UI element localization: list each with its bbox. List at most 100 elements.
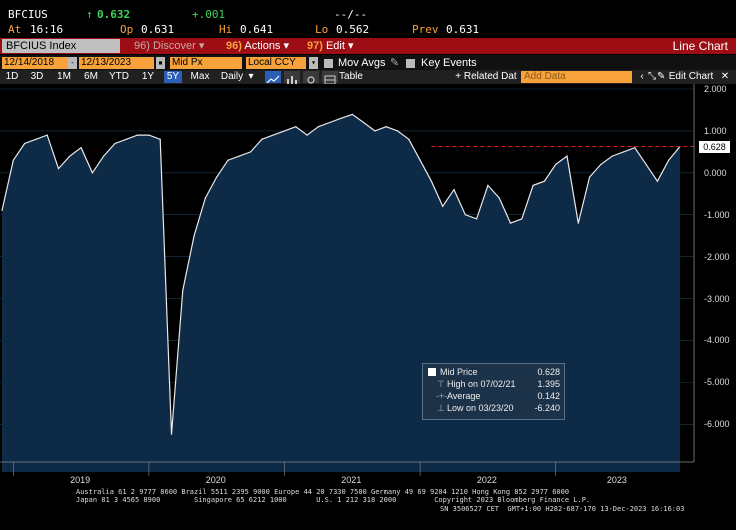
period-max[interactable]: Max <box>190 71 210 82</box>
data-point <box>385 126 387 128</box>
data-point <box>103 155 105 157</box>
table-button[interactable]: Table <box>339 71 363 82</box>
bar-chart-icon[interactable] <box>284 71 300 85</box>
start-date-field[interactable]: 12/14/2018 <box>2 57 68 69</box>
chart-legend[interactable]: Mid Price 0.628 ⊤ High on 07/02/21 1.395… <box>422 363 565 420</box>
data-point <box>272 134 274 136</box>
data-point <box>464 214 466 216</box>
actions-button[interactable]: 96) Actions ▾ <box>226 39 289 53</box>
discover-button[interactable]: 96) Discover ▾ <box>134 39 204 53</box>
key-events-checkbox[interactable] <box>406 59 415 68</box>
chevron-down-icon[interactable]: ▾ <box>309 57 318 69</box>
add-data-input[interactable]: Add Data <box>521 71 632 83</box>
data-point <box>250 151 252 153</box>
data-point <box>487 184 489 186</box>
data-point <box>329 121 331 124</box>
last-price: 0.632 <box>97 8 131 21</box>
data-point <box>306 134 308 136</box>
y-tick-label: -3.000 <box>704 293 730 304</box>
data-point <box>35 138 37 140</box>
field-select[interactable]: Mid Px <box>170 57 242 69</box>
legend-average-label: Average <box>447 391 481 401</box>
collapse-icon[interactable]: ⤡ <box>648 71 656 82</box>
high-label: Hi <box>219 23 233 36</box>
chevron-down-icon: ▾ <box>198 40 205 52</box>
related-data-button[interactable]: + Related Dat <box>455 71 517 82</box>
data-point <box>261 138 263 140</box>
legend-low-label: Low on 03/23/20 <box>447 403 514 413</box>
data-point <box>498 197 500 199</box>
end-date-field[interactable]: 12/13/2023 <box>79 57 154 69</box>
line-chart-icon[interactable] <box>265 71 281 84</box>
pencil-icon[interactable]: ✎ <box>390 57 400 69</box>
data-point <box>408 138 410 140</box>
y-tick-label: -1.000 <box>704 209 730 220</box>
chevron-left-icon[interactable]: ‹ <box>640 71 644 82</box>
edit-chart-button[interactable]: Edit Chart <box>668 71 714 82</box>
data-point <box>645 163 647 165</box>
data-point <box>430 180 432 182</box>
data-point <box>566 155 568 157</box>
legend-high-value: 1.395 <box>537 379 560 389</box>
mov-avgs-label: Mov Avgs <box>338 57 386 69</box>
at-label: At <box>8 23 22 36</box>
data-point <box>12 159 14 161</box>
period-6m[interactable]: 6M <box>84 71 98 82</box>
edit-button[interactable]: 97) Edit ▾ <box>307 39 354 53</box>
data-point <box>442 205 444 207</box>
currency-select[interactable]: Local CCY <box>246 57 306 69</box>
calendar-icon[interactable]: ▪ <box>156 57 165 69</box>
data-point <box>363 121 365 124</box>
data-point <box>532 184 534 186</box>
data-point <box>137 134 139 136</box>
x-tick-label: 2023 <box>606 475 627 485</box>
close-icon[interactable]: ✕ <box>720 71 730 82</box>
add-data-placeholder: Add Data <box>524 71 566 82</box>
legend-series-name: Mid Price <box>440 367 478 377</box>
period-1y[interactable]: 1Y <box>141 71 155 82</box>
pencil-icon[interactable]: ✎ <box>657 71 666 82</box>
chevron-down-icon[interactable]: ▾ <box>248 71 254 82</box>
data-point <box>57 168 60 170</box>
footer-line-1: Australia 61 2 9777 8600 Brazil 5511 239… <box>76 488 570 496</box>
period-ytd[interactable]: YTD <box>109 71 129 82</box>
x-tick-label: 2022 <box>476 475 497 485</box>
data-point <box>577 222 579 224</box>
data-point <box>340 117 342 119</box>
frequency-select[interactable]: Daily <box>220 71 244 82</box>
settings-icon[interactable] <box>303 71 319 84</box>
data-point <box>238 155 240 157</box>
period-1d[interactable]: 1D <box>5 71 19 82</box>
discover-label: Discover <box>152 40 196 52</box>
quote-row-2: At 16:16 Op 0.631 Hi 0.641 Lo 0.562 Prev… <box>0 23 736 37</box>
prev-value: 0.631 <box>446 23 480 36</box>
data-point <box>91 172 93 174</box>
data-point <box>351 113 353 115</box>
ticker-label: BFCIUS <box>8 8 48 21</box>
data-point <box>295 126 297 128</box>
actions-num: 96) <box>226 40 242 52</box>
footer-line-2: Japan 81 3 4565 8900 Singapore 65 6212 1… <box>76 496 591 504</box>
data-point <box>69 155 71 157</box>
data-point <box>283 130 286 132</box>
period-1m[interactable]: 1M <box>57 71 71 82</box>
edit-num: 97) <box>307 40 323 52</box>
chevron-down-icon[interactable]: - <box>68 57 77 69</box>
discover-num: 96) <box>134 40 150 52</box>
data-point <box>125 138 127 140</box>
data-point <box>453 189 455 191</box>
data-point <box>46 134 48 136</box>
controls-row: 12/14/2018 - 12/13/2023 ▪ Mid Px Local C… <box>0 55 736 70</box>
data-point <box>521 218 523 220</box>
data-point <box>589 176 591 178</box>
data-point <box>622 151 625 153</box>
period-3d[interactable]: 3D <box>30 71 44 82</box>
low-label: Lo <box>315 23 329 36</box>
actions-label: Actions <box>244 40 281 52</box>
price-chart[interactable] <box>0 84 736 484</box>
period-5y[interactable]: 5Y <box>164 71 182 83</box>
security-field[interactable]: BFCIUS Index <box>2 39 120 53</box>
data-point <box>216 176 218 178</box>
data-point <box>600 163 602 165</box>
mov-avgs-checkbox[interactable] <box>324 59 333 68</box>
